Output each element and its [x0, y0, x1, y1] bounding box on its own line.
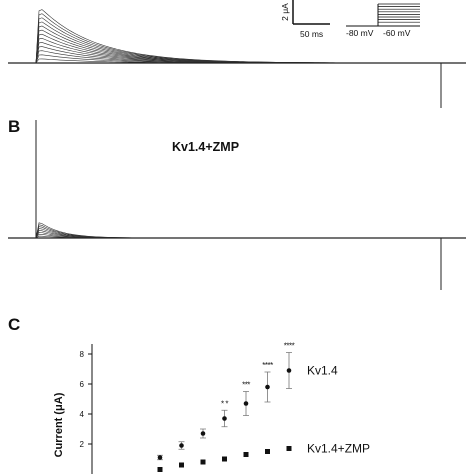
- current-trace: [35, 29, 439, 64]
- y-tick-label: 6: [80, 380, 85, 389]
- protocol-steps: [378, 3, 420, 23]
- kv14-zmp-data-point: [200, 459, 206, 465]
- scale-bar: 2 μA 50 ms: [280, 0, 330, 39]
- kv14-data-point: [286, 368, 292, 373]
- protocol-pre-label: -60 mV: [383, 28, 411, 38]
- kv14-zmp-data-point: [222, 456, 227, 462]
- scale-bar-current-label: 2 μA: [280, 3, 290, 21]
- significance-marker: * *: [221, 399, 228, 408]
- significance-marker: ****: [284, 342, 295, 351]
- kv14-data-point: [179, 443, 184, 448]
- scale-bar-time-label: 50 ms: [300, 29, 323, 39]
- significance-marker: ****: [262, 361, 273, 370]
- voltage-protocol: -80 mV -60 mV: [346, 3, 420, 38]
- panel-b: B Kv1.4+ZMP: [8, 117, 466, 290]
- y-tick-label: 4: [80, 410, 85, 419]
- panel-b-condition-label: Kv1.4+ZMP: [172, 140, 239, 154]
- protocol-holding-label: -80 mV: [346, 28, 374, 38]
- panel-a: 2 μA 50 ms -80 mV -60 mV: [8, 0, 466, 108]
- current-trace: [35, 33, 438, 64]
- y-axis-ticks: 2 4 6 8: [80, 350, 92, 449]
- significance-marker: ***: [242, 381, 250, 390]
- kv14-data-point: [243, 401, 249, 406]
- kv14-zmp-data-point: [157, 467, 163, 472]
- series-label-kv14: Kv1.4: [307, 364, 338, 378]
- current-trace: [35, 224, 198, 239]
- kv14-data-point: [157, 455, 163, 460]
- panel-b-letter: B: [8, 117, 20, 136]
- kv14-data-point: [200, 431, 206, 436]
- kv14-zmp-data-point: [286, 446, 292, 451]
- kv14-zmp-data-point: [243, 452, 249, 457]
- kv14-zmp-data-point: [179, 462, 184, 468]
- protocol-holding-step: [346, 4, 379, 27]
- y-tick-label: 2: [80, 440, 85, 449]
- kv14-zmp-data-point: [265, 449, 270, 454]
- panel-b-current-traces: [35, 222, 199, 239]
- y-tick-label: 8: [80, 350, 85, 359]
- series-label-kv14-zmp: Kv1.4+ZMP: [307, 442, 370, 456]
- kv14-data-point: [222, 416, 227, 421]
- panel-c-letter: C: [8, 315, 20, 334]
- kv14-data-point: [265, 384, 270, 390]
- y-axis-label: Current (μA): [53, 392, 65, 457]
